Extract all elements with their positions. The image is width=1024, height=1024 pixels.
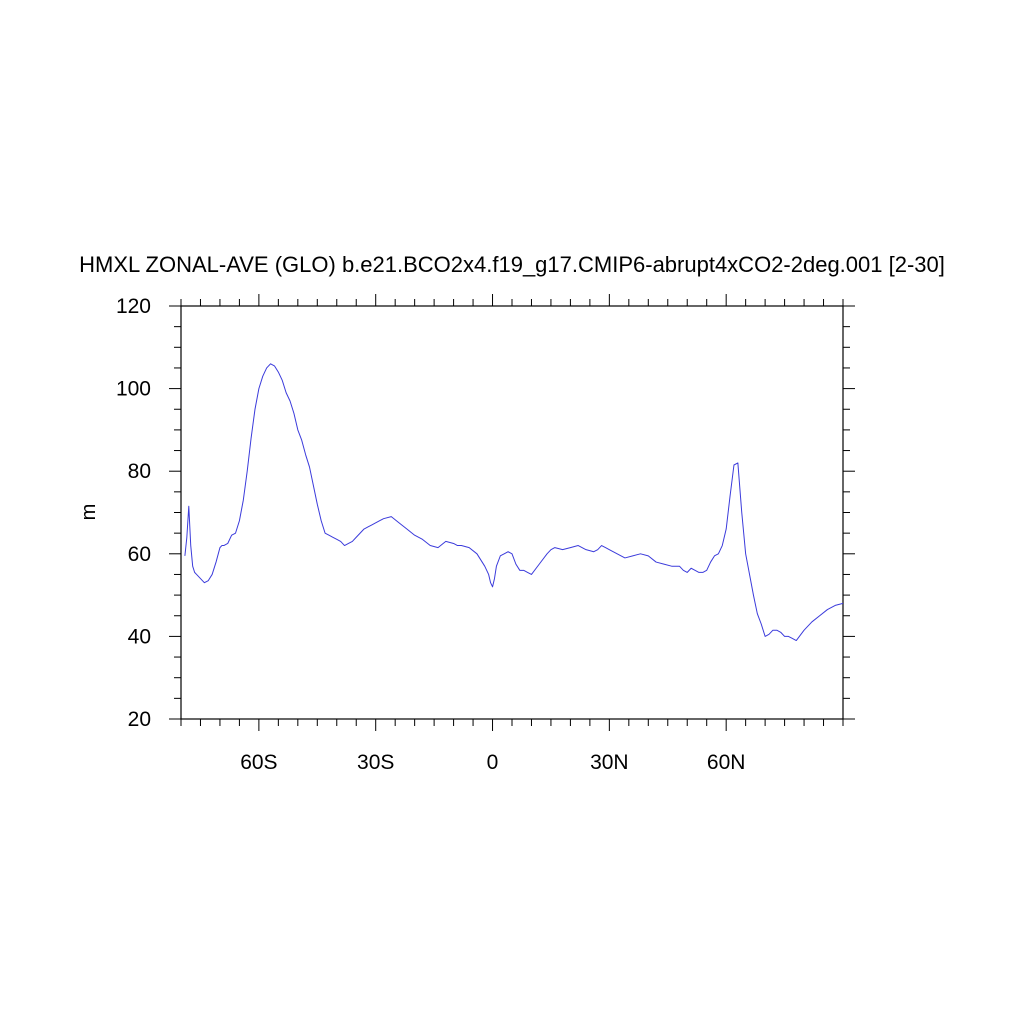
x-tick-label: 0 [487,751,499,774]
chart-title: HMXL ZONAL-AVE (GLO) b.e21.BCO2x4.f19_g1… [79,252,945,277]
y-tick-label: 100 [116,378,151,401]
y-tick-label: 40 [128,625,151,648]
y-tick-label: 120 [116,295,151,318]
y-ticks: 20 40 60 80 100 120 [116,295,855,731]
y-tick-label: 20 [128,708,151,731]
y-tick-label: 60 [128,543,151,566]
x-tick-label: 30S [357,751,394,774]
y-tick-label: 80 [128,460,151,483]
plot-frame [180,305,844,720]
y-axis-label: m [78,504,100,521]
x-tick-label: 60S [240,751,277,774]
x-tick-label: 30N [590,751,629,774]
series-group [184,363,844,642]
x-ticks: 60S 30S 0 30N 60N [180,294,844,774]
series-line [184,363,844,642]
x-tick-label: 60N [707,751,746,774]
